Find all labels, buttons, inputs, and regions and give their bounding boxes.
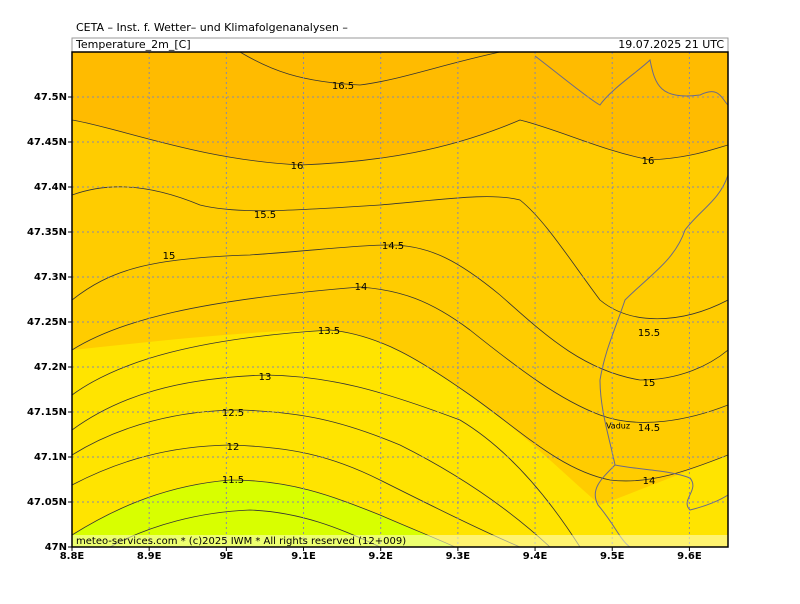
contour-label: 16	[291, 161, 304, 172]
contour-label: 12.5	[222, 408, 244, 419]
band	[72, 52, 728, 165]
map-area	[72, 52, 728, 547]
x-tick-label: 9E	[219, 551, 233, 562]
band	[72, 480, 455, 547]
y-tick-label: 47.35N	[27, 227, 67, 238]
y-tick-label: 47.45N	[27, 137, 67, 148]
contour-label: 14	[355, 282, 368, 293]
contour	[72, 286, 728, 423]
x-tick-label: 9.3E	[446, 551, 471, 562]
x-tick-label: 9.5E	[600, 551, 625, 562]
footer: meteo-services.com * (c)2025 IWM * All r…	[76, 536, 406, 547]
y-tick-label: 47.25N	[27, 317, 67, 328]
contour	[239, 52, 501, 86]
contour-label: 15.5	[254, 210, 276, 221]
x-tick-label: 8.9E	[137, 551, 162, 562]
contour-label: 14.5	[382, 241, 404, 252]
border	[594, 174, 728, 547]
border	[614, 464, 728, 511]
contour-label: 12	[227, 442, 240, 453]
contour-label: 15	[163, 251, 176, 262]
place-label: Vaduz	[606, 422, 630, 431]
y-tick-label: 47.2N	[34, 362, 67, 373]
x-tick-label: 8.8E	[60, 551, 85, 562]
x-tick-label: 9.4E	[523, 551, 548, 562]
footer-bar	[72, 535, 728, 547]
x-tick-label: 9.2E	[368, 551, 393, 562]
contour	[72, 119, 728, 166]
labels: 16.5 16 15.5 15 14.5 14 13.5 13 12.5 12 11.5 16 15.5…	[163, 81, 661, 487]
contour-label: 13	[259, 372, 272, 383]
y-tick-label: 47.05N	[27, 497, 67, 508]
contour-label: 16.5	[332, 81, 354, 92]
contour	[72, 409, 551, 547]
contour-label: 16	[642, 156, 655, 167]
contour-label: 14.5	[638, 423, 660, 434]
contour	[72, 186, 728, 320]
y-tick-label: 47.5N	[34, 92, 67, 103]
x-tick-label: 9.6E	[677, 551, 702, 562]
contour	[109, 509, 381, 547]
contour	[72, 244, 728, 381]
contour-label: 13.5	[318, 326, 340, 337]
contour	[72, 374, 581, 547]
contour	[72, 329, 728, 482]
frame	[71, 51, 729, 548]
contour-label: 15.5	[638, 328, 660, 339]
y-tick-label: 47.1N	[34, 452, 67, 463]
y-tick-label: 47.15N	[27, 407, 67, 418]
y-tick-label: 47N	[45, 542, 67, 553]
title: Temperature_2m_[C]	[75, 38, 191, 51]
contour-label: 14	[643, 476, 656, 487]
valid-time: 19.07.2025 21 UTC	[618, 38, 724, 51]
y-tick-label: 47.4N	[34, 182, 67, 193]
contour-label: 11.5	[222, 475, 244, 486]
header: CETA – Inst. f. Wetter– und Klimafolgena…	[76, 21, 348, 34]
x-tick-label: 9.1E	[291, 551, 316, 562]
contour-label: 15	[643, 378, 656, 389]
border	[534, 55, 728, 106]
y-tick-label: 47.3N	[34, 272, 67, 283]
contour	[72, 444, 521, 547]
